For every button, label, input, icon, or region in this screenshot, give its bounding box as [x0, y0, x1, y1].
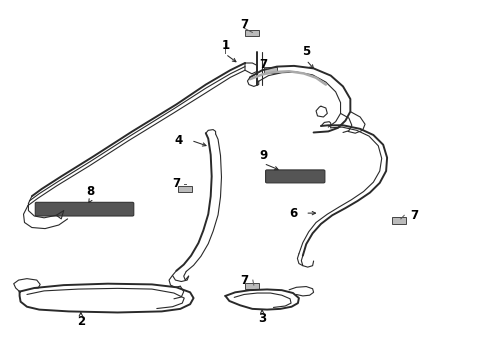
FancyBboxPatch shape — [392, 217, 406, 224]
Text: 1: 1 — [221, 39, 229, 51]
Text: 8: 8 — [87, 185, 95, 198]
Text: 7: 7 — [172, 177, 180, 190]
Text: 6: 6 — [289, 207, 297, 220]
Text: 2: 2 — [77, 315, 85, 328]
Text: 7: 7 — [410, 209, 418, 222]
FancyBboxPatch shape — [178, 186, 192, 192]
Text: 7: 7 — [240, 274, 248, 287]
FancyBboxPatch shape — [245, 30, 259, 36]
Text: 5: 5 — [302, 45, 310, 58]
FancyBboxPatch shape — [35, 202, 134, 216]
Text: 9: 9 — [260, 149, 268, 162]
Text: 3: 3 — [258, 312, 266, 325]
FancyBboxPatch shape — [266, 170, 325, 183]
FancyBboxPatch shape — [264, 67, 277, 73]
FancyBboxPatch shape — [245, 283, 259, 289]
Text: 7: 7 — [260, 58, 268, 71]
Text: 4: 4 — [175, 134, 183, 147]
Text: 7: 7 — [240, 18, 248, 31]
